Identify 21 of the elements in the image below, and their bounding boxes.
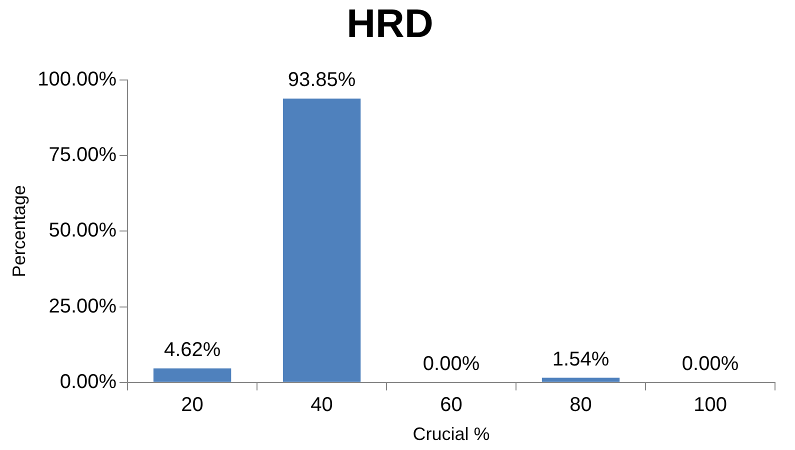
y-tick-label: 75.00% [48,144,117,166]
data-label: 0.00% [682,352,739,375]
x-tick-label: 40 [310,394,333,416]
x-tick-label: 20 [181,394,204,416]
y-tick-label: 100.00% [38,68,117,91]
bar [282,98,361,382]
y-tick-label: 50.00% [48,220,117,242]
x-tick-label: 80 [570,394,592,416]
y-tick-label: 0.00% [60,370,117,393]
x-tick-label: 60 [440,394,462,416]
data-label: 93.85% [288,69,356,92]
x-tick-label: 100 [694,394,727,416]
bar [153,368,232,382]
y-axis-title: Percentage [8,185,29,278]
chart-title: HRD [346,2,434,46]
x-axis-title: Crucial % [412,424,490,444]
y-tick-label: 25.00% [48,295,117,318]
data-label: 4.62% [164,338,221,361]
data-label: 0.00% [422,352,480,375]
data-label: 1.54% [552,348,610,370]
bar [542,378,620,382]
